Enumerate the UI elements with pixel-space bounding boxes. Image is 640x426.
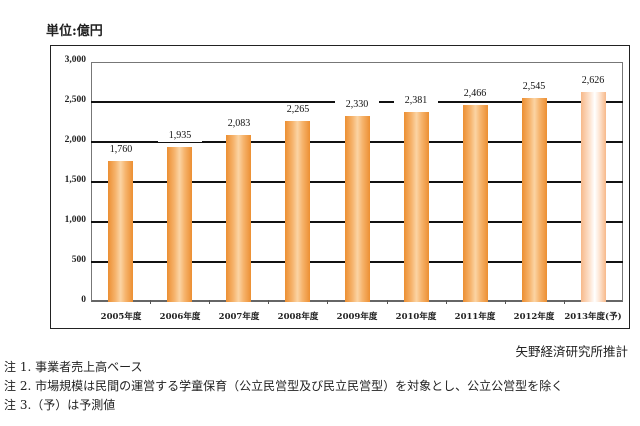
x-category-label: 2008年度 <box>277 312 319 322</box>
value-label: 2,330 <box>335 99 379 111</box>
value-label: 2,265 <box>276 104 320 116</box>
x-category-label: 2010年度 <box>395 312 437 322</box>
x-category-label: 2011年度 <box>454 312 496 322</box>
y-tick-label: 2,500 <box>64 95 86 105</box>
value-label: 2,381 <box>394 95 438 107</box>
bar <box>285 121 310 302</box>
x-tick-mark <box>446 300 447 304</box>
bar <box>463 105 488 302</box>
note-1: 注 1. 事業者売上高ベース <box>4 360 143 374</box>
x-tick-mark <box>387 300 388 304</box>
x-category-label: 2007年度 <box>218 312 260 322</box>
value-label: 2,083 <box>217 118 261 130</box>
value-label: 2,545 <box>512 81 556 93</box>
notes: 注 1. 事業者売上高ベース 注 2. 市場規模は民間の運営する学童保育（公立民… <box>4 358 563 415</box>
x-tick-mark <box>505 300 506 304</box>
x-tick-mark <box>150 300 151 304</box>
x-category-label: 2006年度 <box>159 312 201 322</box>
x-tick-mark <box>327 300 328 304</box>
bar <box>167 147 192 302</box>
bar <box>226 135 251 302</box>
x-category-label: 2013年度(予) <box>564 312 622 322</box>
value-label: 2,626 <box>571 75 615 87</box>
value-label: 2,466 <box>453 88 497 100</box>
bar <box>404 112 429 302</box>
bar <box>345 116 370 302</box>
bar <box>522 98 547 302</box>
y-tick-label: 2,000 <box>64 135 86 145</box>
y-tick-label: 3,000 <box>64 55 86 65</box>
note-2: 注 2. 市場規模は民間の運営する学童保育（公立民営型及び民立民営型）を対象とし… <box>4 379 564 393</box>
unit-label: 単位:億円 <box>46 24 103 39</box>
y-tick-label: 500 <box>71 255 86 265</box>
y-tick-label: 0 <box>81 295 86 305</box>
x-category-label: 2012年度 <box>513 312 555 322</box>
x-tick-mark <box>209 300 210 304</box>
x-tick-mark <box>268 300 269 304</box>
y-tick-label: 1,500 <box>64 175 86 185</box>
source-label: 矢野経済研究所推計 <box>515 344 628 359</box>
forecast-bar <box>581 92 606 302</box>
y-tick-label: 1,000 <box>64 215 86 225</box>
x-category-label: 2009年度 <box>336 312 378 322</box>
value-label: 1,760 <box>99 144 143 156</box>
value-label: 1,935 <box>158 130 202 142</box>
bar <box>108 161 133 302</box>
x-category-label: 2005年度 <box>100 312 142 322</box>
note-3: 注 3.（予）は予測値 <box>4 398 116 412</box>
x-tick-mark <box>564 300 565 304</box>
